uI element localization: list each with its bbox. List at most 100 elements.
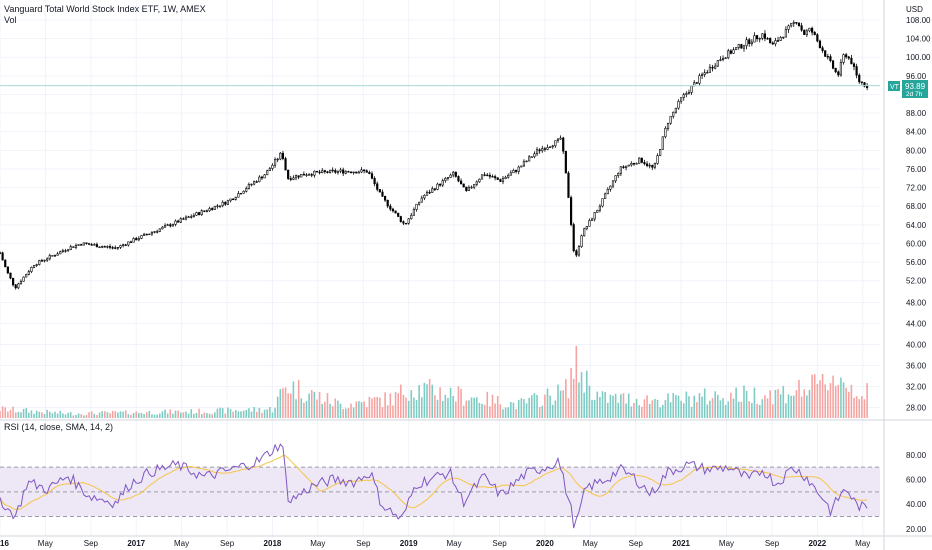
volume-bar [766, 398, 769, 418]
candle-body [323, 170, 326, 172]
candle-body [27, 271, 30, 275]
volume-bar [321, 403, 324, 418]
candle-body [771, 42, 774, 45]
candle-body [326, 171, 329, 173]
time-tick-label: Sep [356, 539, 371, 548]
volume-bar [331, 406, 334, 418]
candle-body [360, 169, 363, 173]
volume-bar [98, 412, 101, 418]
candle-body [67, 249, 70, 251]
candle-body [622, 166, 625, 169]
volume-bar [544, 394, 546, 418]
candle-body [404, 222, 408, 225]
candle-body [729, 50, 732, 54]
volume-bar [502, 409, 504, 418]
candle-body [845, 54, 848, 58]
price-tick-label: 36.00 [906, 362, 927, 371]
candle-body [51, 255, 54, 257]
candle-body [276, 158, 279, 161]
volume-bar [297, 379, 300, 418]
candle-body [577, 246, 581, 256]
candle-body [863, 82, 866, 87]
candle-body [847, 56, 850, 59]
candle-body [318, 171, 321, 174]
candle-body [480, 174, 484, 180]
time-tick-label: 2018 [264, 539, 282, 548]
volume-bar [289, 393, 292, 418]
candle-body [509, 172, 512, 176]
volume-bar [255, 411, 258, 418]
volume-bar [337, 400, 339, 418]
volume-bar [614, 393, 617, 418]
volume-bar [842, 382, 845, 418]
volume-bar [806, 395, 808, 418]
candle-body [431, 188, 434, 193]
volume-bar [300, 398, 303, 418]
volume-bar [654, 398, 656, 418]
candle-body [368, 172, 371, 174]
candle-body [818, 40, 822, 49]
candle-body [549, 146, 552, 148]
candle-body [182, 218, 185, 220]
volume-bar [436, 399, 439, 418]
candle-body [90, 244, 93, 246]
candle-body [716, 60, 719, 67]
volume-bar [659, 407, 661, 418]
candle-body [64, 250, 67, 252]
candle-body [645, 163, 649, 166]
rsi-line [0, 443, 868, 529]
candle-body [80, 244, 83, 246]
candle-body [273, 159, 277, 166]
volume-bar [481, 403, 483, 418]
price-tag-countdown: 2d 7h [906, 91, 923, 98]
candle-body [69, 246, 72, 250]
candle-body [17, 283, 20, 289]
candle-body [750, 41, 753, 44]
candle-body [604, 193, 607, 199]
volume-bar [161, 411, 164, 418]
candle-body [784, 29, 787, 38]
price-tick-label: 84.00 [906, 128, 927, 137]
volume-bar [449, 387, 452, 418]
candle-body [402, 221, 405, 224]
volume-bar [418, 385, 420, 418]
volume-bar [787, 394, 790, 418]
volume-bar [457, 386, 460, 418]
candle-body [643, 162, 646, 165]
candle-body [441, 180, 444, 186]
candle-body [339, 169, 342, 172]
candle-body [638, 157, 641, 164]
candle-body [376, 183, 379, 190]
candle-body [101, 246, 104, 248]
candle-body [294, 175, 298, 179]
volume-bar [101, 411, 103, 418]
volume-bar [124, 410, 127, 418]
candle-body [454, 171, 457, 177]
volume-bar [661, 404, 664, 418]
candle-body [727, 50, 730, 59]
volume-bar [714, 391, 716, 418]
volume-bar [20, 412, 22, 418]
candle-body [114, 247, 117, 249]
candle-body [677, 100, 680, 109]
candle-body [310, 174, 313, 176]
volume-bar [465, 400, 468, 418]
volume-bar [85, 414, 88, 418]
volume-bar [837, 384, 840, 418]
volume-bar [588, 385, 591, 418]
candle-body [211, 208, 214, 210]
candle-body [614, 175, 617, 182]
candle-body [470, 186, 473, 189]
candle-body [226, 200, 229, 205]
price-tick-label: 40.00 [906, 341, 927, 350]
volume-bar [200, 414, 203, 418]
price-tick-label: 44.00 [906, 320, 927, 329]
time-tick-label: Sep [84, 539, 99, 548]
volume-bar [313, 391, 316, 418]
time-tick-label: May [719, 539, 734, 548]
volume-bar [850, 384, 853, 418]
candle-body [313, 170, 316, 176]
candle-body [748, 39, 751, 44]
volume-bar [829, 383, 832, 418]
volume-bar [12, 406, 14, 418]
